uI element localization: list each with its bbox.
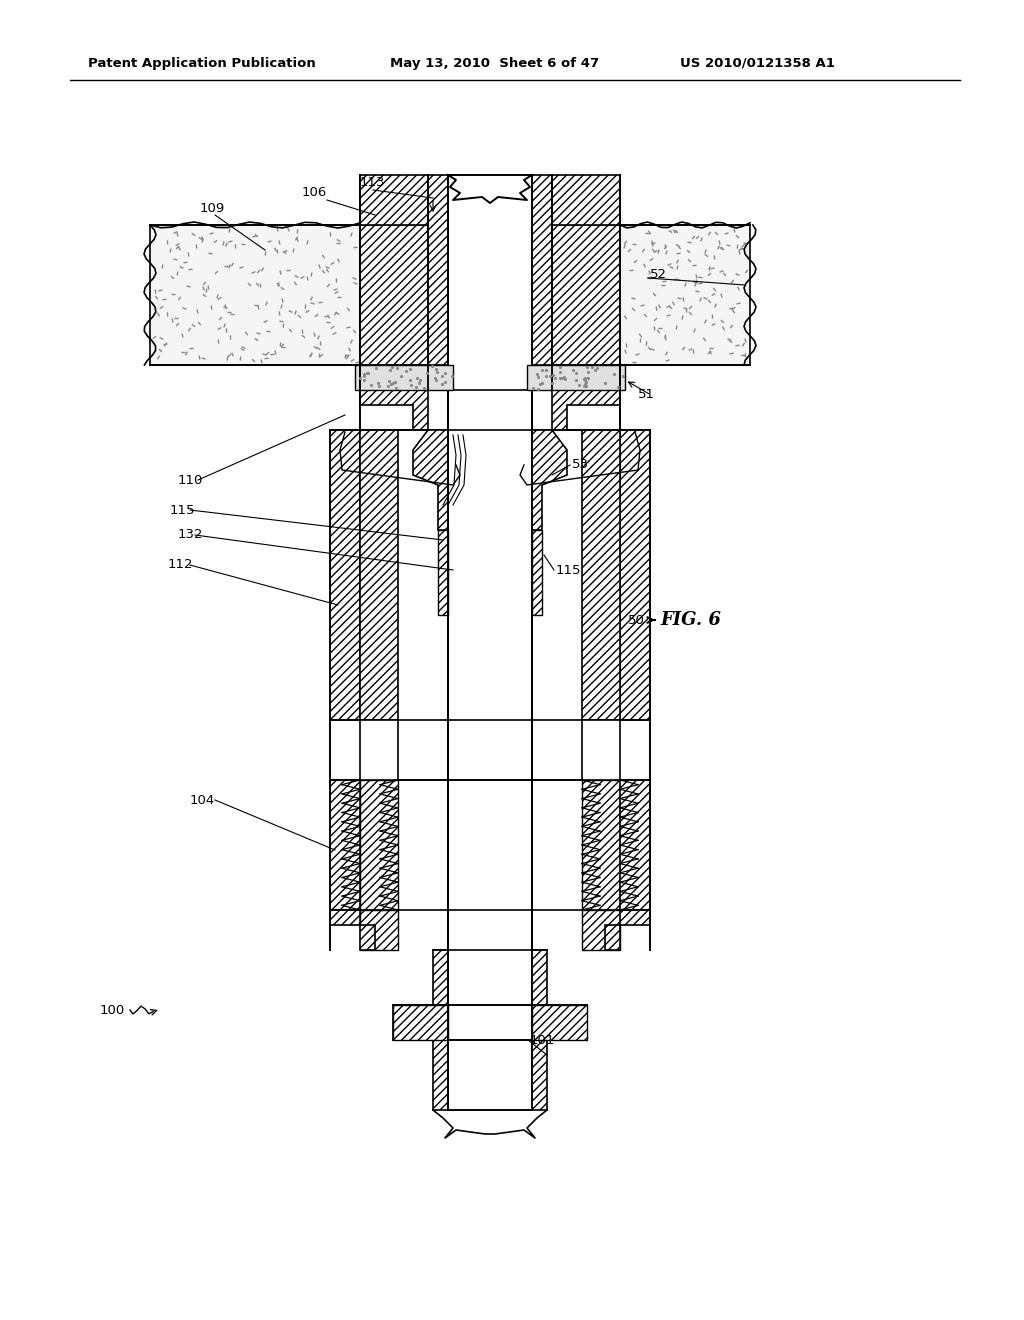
- Text: 100: 100: [100, 1003, 125, 1016]
- Text: 52: 52: [650, 268, 667, 281]
- Text: 50: 50: [628, 614, 645, 627]
- Bar: [582, 430, 620, 719]
- Bar: [393, 1005, 587, 1040]
- Bar: [360, 780, 398, 909]
- Text: 110: 110: [178, 474, 204, 487]
- Bar: [532, 950, 547, 1005]
- Text: 115: 115: [170, 503, 196, 516]
- Bar: [532, 1040, 547, 1110]
- Polygon shape: [552, 366, 620, 430]
- Text: 106: 106: [302, 186, 328, 199]
- Bar: [438, 531, 449, 615]
- Polygon shape: [532, 430, 582, 531]
- Bar: [150, 224, 360, 366]
- Text: Patent Application Publication: Patent Application Publication: [88, 57, 315, 70]
- Text: May 13, 2010  Sheet 6 of 47: May 13, 2010 Sheet 6 of 47: [390, 57, 599, 70]
- Bar: [433, 1040, 449, 1110]
- Text: 104: 104: [190, 793, 215, 807]
- Bar: [428, 176, 449, 366]
- Bar: [360, 430, 398, 719]
- Bar: [620, 430, 650, 719]
- Polygon shape: [398, 430, 449, 531]
- Bar: [360, 909, 398, 950]
- Text: 115: 115: [556, 564, 582, 577]
- Polygon shape: [360, 366, 428, 430]
- Bar: [620, 780, 650, 909]
- Bar: [449, 176, 532, 1110]
- Text: 53: 53: [572, 458, 589, 471]
- Bar: [582, 909, 620, 950]
- Bar: [532, 1005, 587, 1040]
- Text: 109: 109: [200, 202, 225, 214]
- Bar: [355, 366, 453, 389]
- Text: 51: 51: [638, 388, 655, 401]
- Text: US 2010/0121358 A1: US 2010/0121358 A1: [680, 57, 835, 70]
- Bar: [582, 719, 620, 780]
- Bar: [620, 224, 750, 366]
- Bar: [360, 176, 428, 224]
- Text: 112: 112: [168, 558, 194, 572]
- Bar: [527, 366, 625, 389]
- Bar: [552, 176, 620, 224]
- Bar: [360, 224, 428, 366]
- Bar: [330, 430, 360, 719]
- Bar: [393, 1005, 449, 1040]
- Bar: [532, 531, 542, 615]
- Bar: [532, 176, 552, 366]
- Bar: [433, 950, 449, 1005]
- Text: 113: 113: [360, 177, 385, 190]
- Bar: [582, 780, 620, 909]
- Text: 101: 101: [530, 1034, 555, 1047]
- Text: 132: 132: [178, 528, 204, 541]
- Polygon shape: [330, 909, 375, 950]
- Polygon shape: [605, 909, 650, 950]
- Bar: [330, 780, 360, 909]
- Bar: [552, 224, 620, 366]
- Bar: [360, 719, 398, 780]
- Text: FIG. 6: FIG. 6: [660, 611, 721, 630]
